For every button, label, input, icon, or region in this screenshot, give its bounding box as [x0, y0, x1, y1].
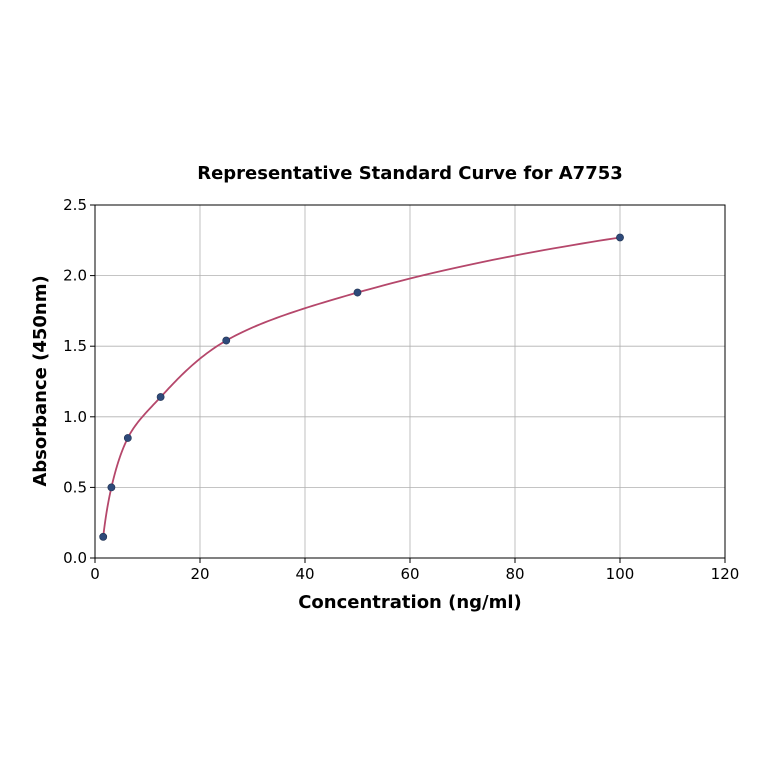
y-tick-label: 1.0: [63, 408, 87, 426]
data-point: [353, 288, 362, 297]
x-axis-label: Concentration (ng/ml): [298, 592, 522, 613]
fitted-curve: [102, 236, 621, 537]
y-tick-label: 1.5: [63, 337, 87, 355]
data-point: [156, 393, 165, 401]
data-point: [222, 336, 231, 345]
data-point: [616, 233, 624, 242]
x-tick-label: 80: [505, 565, 524, 583]
data-point: [99, 532, 108, 541]
x-tick-label: 0: [90, 565, 100, 583]
data-point: [123, 434, 132, 442]
x-tick-label: 40: [295, 565, 314, 583]
x-tick-label: 20: [190, 565, 209, 583]
x-tick-label: 100: [606, 565, 635, 583]
plot-frame: [94, 204, 726, 559]
y-tick-label: 2.0: [63, 267, 87, 285]
y-tick-label: 0.0: [63, 549, 87, 567]
data-points: [99, 233, 624, 541]
tick-labels: 0 20 40 60 80 100 120 0.0 0.5 1.0 1.5 2.0 2.5: [63, 196, 739, 583]
y-axis-label: Absorbance (450nm): [30, 275, 51, 486]
data-point: [107, 483, 116, 492]
x-tick-label: 120: [711, 565, 740, 583]
y-tick-label: 0.5: [63, 478, 87, 496]
chart-title: Representative Standard Curve for A7753: [197, 163, 623, 184]
grid: [90, 204, 726, 563]
y-tick-label: 2.5: [63, 196, 87, 214]
x-tick-label: 60: [400, 565, 419, 583]
